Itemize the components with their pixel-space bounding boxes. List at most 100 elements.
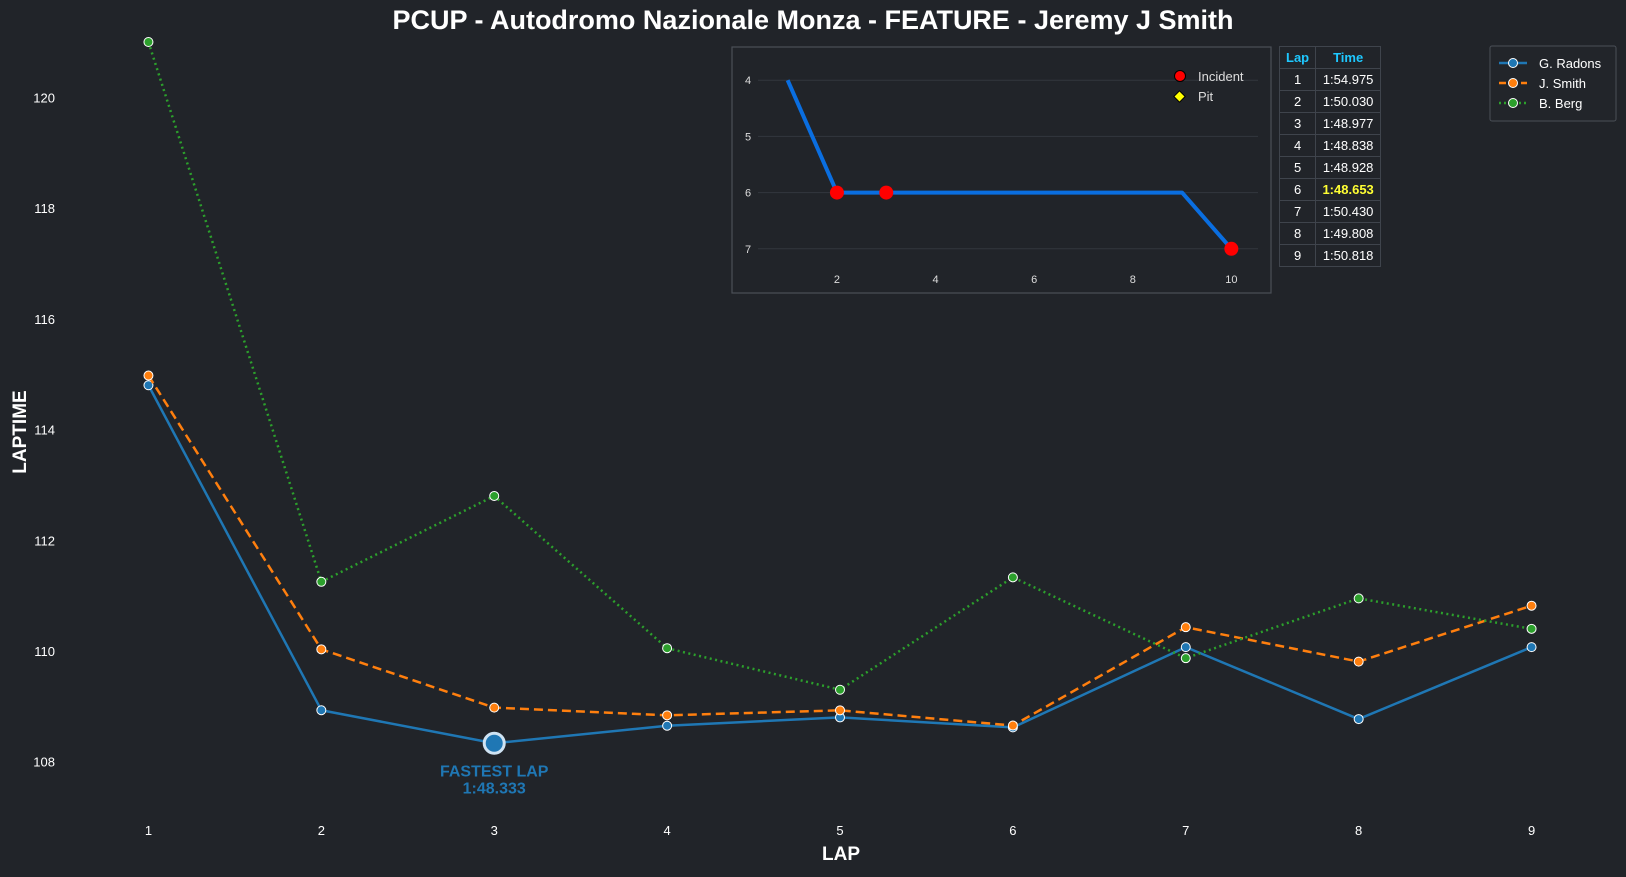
incident-marker xyxy=(879,185,894,200)
y-tick-label: 112 xyxy=(34,533,55,548)
lap-number: 2 xyxy=(1278,90,1317,113)
x-tick-label: 6 xyxy=(1009,823,1016,838)
lap-time: 1:48.977 xyxy=(1315,112,1382,135)
data-point-b-berg xyxy=(1353,593,1364,604)
table-row: 8 1:49.808 xyxy=(1278,222,1382,245)
legend-label-berg: B. Berg xyxy=(1539,96,1582,111)
legend-marker-berg xyxy=(1508,98,1518,108)
legend-box xyxy=(1489,45,1617,122)
table-row: 3 1:48.977 xyxy=(1278,112,1382,135)
pit-legend-label: Pit xyxy=(1198,89,1214,104)
inset-series-group xyxy=(785,79,1239,256)
y-tick-label: 116 xyxy=(34,312,55,327)
inset-y-tick: 4 xyxy=(745,75,751,87)
lap-time: 1:49.808 xyxy=(1315,222,1382,245)
data-point-j-smith xyxy=(662,710,673,721)
data-point-j-smith xyxy=(835,705,845,716)
position-inset: 4 5 6 7 2 4 6 8 10 Incident Pit xyxy=(731,46,1272,294)
data-point-g-radons xyxy=(316,705,327,716)
data-point-j-smith xyxy=(1007,720,1018,731)
lap-number: 1 xyxy=(1278,68,1317,91)
inset-frame xyxy=(731,46,1272,294)
data-point-b-berg xyxy=(489,490,500,501)
lap-time: 1:50.430 xyxy=(1315,200,1382,223)
data-point-j-smith xyxy=(1180,622,1191,633)
lap-header: Lap xyxy=(1278,46,1317,69)
y-tick-label: 118 xyxy=(34,201,55,216)
data-point-j-smith xyxy=(1526,600,1537,611)
legend-marker-smith xyxy=(1508,78,1518,88)
inset-x-tick: 6 xyxy=(1031,274,1037,286)
data-point-g-radons xyxy=(143,380,154,391)
y-tick-label: 114 xyxy=(34,423,55,438)
inset-y-tick: 5 xyxy=(745,131,751,143)
data-point-g-radons xyxy=(662,720,673,731)
data-point-j-smith xyxy=(489,702,500,713)
lap-table-header-row: Lap Time xyxy=(1278,46,1382,69)
table-row: 6 1:48.653 xyxy=(1278,178,1382,201)
lap-table-container: Lap Time 1 1:54.975 2 1:50.030 3 1:48.977 4… xyxy=(1278,46,1382,267)
legend-entry-radons: G. Radons xyxy=(1499,56,1602,71)
fastest-lap-label: FASTEST LAP xyxy=(440,763,549,780)
series-line-j-smith xyxy=(147,374,1532,727)
fastest-lap-marker xyxy=(482,731,506,755)
inset-y-tick: 6 xyxy=(745,188,751,200)
time-header: Time xyxy=(1315,46,1382,69)
incident-legend-icon xyxy=(1174,70,1186,82)
lap-number: 3 xyxy=(1278,112,1317,135)
x-tick-label: 4 xyxy=(663,823,670,838)
data-point-g-radons xyxy=(1526,642,1537,653)
y-tick-label: 120 xyxy=(33,90,55,105)
legend-entry-berg: B. Berg xyxy=(1499,96,1582,111)
data-point-j-smith xyxy=(143,370,154,381)
data-point-g-radons xyxy=(1180,642,1191,653)
incident-legend-label: Incident xyxy=(1198,69,1244,84)
inset-x-tick: 10 xyxy=(1225,274,1237,286)
y-axis-label: LAPTIME xyxy=(10,390,31,473)
chart-title: PCUP - Autodromo Nazionale Monza - FEATU… xyxy=(392,5,1233,35)
inset-x-tick: 8 xyxy=(1130,274,1136,286)
incident-marker xyxy=(829,185,844,200)
table-row: 7 1:50.430 xyxy=(1278,200,1382,223)
x-tick-label: 7 xyxy=(1182,823,1189,838)
lap-times-table: Lap Time 1 1:54.975 2 1:50.030 3 1:48.977 4… xyxy=(1278,46,1382,267)
data-point-j-smith xyxy=(1353,656,1364,667)
legend-label-smith: J. Smith xyxy=(1539,76,1586,91)
pit-legend-icon xyxy=(1173,90,1186,103)
x-tick-label: 5 xyxy=(836,823,843,838)
lap-number: 5 xyxy=(1278,156,1317,179)
fastest-lap-value: 1:48.333 xyxy=(463,780,526,797)
y-tick-label: 108 xyxy=(33,755,55,770)
table-row: 1 1:54.975 xyxy=(1278,68,1382,91)
data-point-b-berg xyxy=(835,684,845,695)
table-row: 4 1:48.838 xyxy=(1278,134,1382,157)
fastest-lap-annotation: FASTEST LAP 1:48.333 xyxy=(440,731,549,797)
legend-label-radons: G. Radons xyxy=(1539,56,1602,71)
data-point-b-berg xyxy=(1526,623,1537,634)
x-tick-label: 9 xyxy=(1528,823,1535,838)
lap-time: 1:50.030 xyxy=(1315,90,1382,113)
data-point-b-berg xyxy=(1007,572,1018,583)
legend-marker-radons xyxy=(1508,58,1518,68)
lap-number: 6 xyxy=(1278,178,1317,201)
table-row: 9 1:50.818 xyxy=(1278,244,1382,267)
x-tick-label: 2 xyxy=(318,823,325,838)
table-row: 2 1:50.030 xyxy=(1278,90,1382,113)
x-tick-label: 3 xyxy=(491,823,498,838)
position-line xyxy=(785,79,1233,251)
inset-x-tick: 4 xyxy=(932,274,938,286)
legend-entry-smith: J. Smith xyxy=(1499,76,1586,91)
data-point-b-berg xyxy=(1180,653,1191,664)
x-axis-label: LAP xyxy=(822,844,860,865)
data-point-b-berg xyxy=(316,576,327,587)
data-point-g-radons xyxy=(1353,714,1364,725)
data-point-b-berg xyxy=(662,643,673,654)
y-tick-label: 110 xyxy=(34,644,55,659)
lap-time: 1:50.818 xyxy=(1315,244,1382,267)
table-row: 5 1:48.928 xyxy=(1278,156,1382,179)
lap-number: 9 xyxy=(1278,244,1317,267)
lap-number: 7 xyxy=(1278,200,1317,223)
data-point-j-smith xyxy=(316,644,327,655)
